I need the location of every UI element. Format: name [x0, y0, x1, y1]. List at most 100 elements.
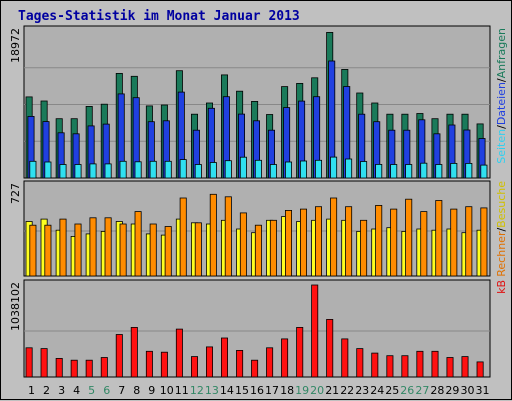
bar-seiten-day-30: [465, 162, 473, 179]
x-tick-day-6: 6: [103, 384, 110, 397]
x-tick-day-15: 15: [235, 384, 249, 397]
bar-seiten-day-24: [375, 163, 383, 179]
bar-kb-day-13: [205, 346, 213, 378]
bar-rechner-day-19: [299, 208, 307, 277]
legend-top: Seiten/Dateien/Anfragen: [495, 28, 508, 164]
bar-seiten-day-20: [314, 159, 322, 179]
bar-rechner-day-27: [420, 211, 428, 277]
bar-rechner-day-30: [465, 206, 473, 277]
bar-kb-day-8: [130, 326, 138, 378]
bar-kb-day-5: [85, 359, 93, 378]
x-tick-day-11: 11: [175, 384, 189, 397]
bar-rechner-day-18: [284, 209, 292, 277]
bar-rechner-day-5: [89, 217, 97, 277]
x-tick-day-3: 3: [58, 384, 65, 397]
bar-kb-day-16: [251, 359, 259, 378]
x-tick-day-17: 17: [265, 384, 279, 397]
bar-kb-day-10: [160, 351, 168, 378]
bar-rechner-day-3: [59, 218, 67, 277]
bar-seiten-day-27: [420, 162, 428, 179]
bar-rechner-day-25: [390, 208, 398, 277]
bar-seiten-day-28: [435, 164, 443, 179]
bar-rechner-day-1: [29, 224, 37, 277]
bar-seiten-day-15: [239, 156, 247, 179]
bar-kb-day-24: [371, 352, 379, 378]
bar-kb-day-15: [236, 349, 244, 378]
bar-seiten-day-2: [44, 161, 52, 179]
bar-seiten-day-21: [330, 156, 338, 179]
bar-seiten-day-8: [134, 161, 142, 179]
bar-kb-day-19: [296, 326, 304, 378]
bar-seiten-day-25: [390, 164, 398, 179]
x-tick-day-5: 5: [88, 384, 95, 397]
bar-rechner-day-20: [314, 206, 322, 277]
bar-kb-day-30: [461, 356, 469, 378]
x-tick-day-30: 30: [461, 384, 475, 397]
x-tick-day-1: 1: [28, 384, 35, 397]
bar-rechner-day-2: [44, 224, 52, 277]
legend-top-separator: /: [495, 78, 508, 82]
bar-rechner-day-12: [194, 222, 202, 277]
bar-rechner-day-13: [209, 193, 217, 277]
x-tick-day-7: 7: [118, 384, 125, 397]
bar-rechner-day-15: [239, 212, 247, 277]
bar-rechner-day-8: [134, 211, 142, 277]
x-tick-day-22: 22: [340, 384, 354, 397]
bar-kb-day-21: [326, 318, 334, 378]
bar-kb-day-1: [25, 347, 33, 378]
bar-rechner-day-10: [164, 226, 172, 277]
x-tick-day-10: 10: [160, 384, 174, 397]
bar-kb-day-2: [40, 348, 48, 378]
legend-seiten: Seiten: [495, 129, 508, 164]
bar-seiten-day-11: [179, 159, 187, 179]
x-tick-day-8: 8: [133, 384, 140, 397]
bar-seiten-day-7: [119, 160, 127, 179]
panel-bottom-ymax-label: 1038102: [9, 282, 22, 331]
bar-seiten-day-12: [194, 164, 202, 179]
bar-kb-day-9: [145, 350, 153, 378]
bar-rechner-day-9: [149, 223, 157, 277]
bar-kb-day-3: [55, 357, 63, 378]
x-tick-day-13: 13: [205, 384, 219, 397]
x-tick-day-4: 4: [73, 384, 80, 397]
panel-middle-ymax-label: 727: [9, 183, 22, 204]
x-tick-day-18: 18: [280, 384, 294, 397]
bar-rechner-day-4: [74, 223, 82, 277]
bar-rechner-day-26: [405, 198, 413, 277]
legend-anfragen: Anfragen: [495, 28, 508, 78]
bar-kb-day-7: [115, 334, 123, 378]
legend-middle: Rechner/Besuche: [495, 181, 508, 277]
bar-rechner-day-11: [179, 197, 187, 277]
chart-title: Tages-Statistik im Monat Januar 2013: [18, 9, 300, 24]
bar-seiten-day-6: [104, 163, 112, 179]
bar-kb-day-12: [190, 356, 198, 378]
bar-seiten-day-18: [284, 161, 292, 179]
bar-kb-day-25: [386, 355, 394, 378]
bar-kb-day-23: [356, 348, 364, 378]
bar-seiten-day-13: [209, 162, 217, 179]
legend-middle-separator: /: [495, 228, 508, 232]
bar-rechner-day-16: [254, 224, 262, 277]
bar-kb-day-11: [175, 328, 183, 378]
x-tick-day-12: 12: [190, 384, 204, 397]
bar-kb-day-29: [446, 357, 454, 378]
bar-seiten-day-5: [89, 163, 97, 179]
bar-kb-day-4: [70, 359, 78, 378]
bar-rechner-day-17: [269, 219, 277, 277]
bar-rechner-day-14: [224, 196, 232, 277]
x-tick-day-25: 25: [385, 384, 399, 397]
bar-seiten-day-17: [269, 164, 277, 179]
bar-rechner-day-23: [360, 219, 368, 277]
x-tick-day-26: 26: [400, 384, 414, 397]
bar-rechner-day-24: [375, 204, 383, 277]
bar-kb-day-20: [311, 284, 319, 378]
bar-seiten-day-1: [29, 160, 37, 179]
legend-besuche: Besuche: [495, 181, 508, 228]
bar-rechner-day-31: [480, 207, 488, 277]
x-tick-day-2: 2: [43, 384, 50, 397]
x-tick-day-9: 9: [148, 384, 155, 397]
legend-bottom: kB: [495, 280, 508, 294]
x-tick-day-21: 21: [325, 384, 339, 397]
